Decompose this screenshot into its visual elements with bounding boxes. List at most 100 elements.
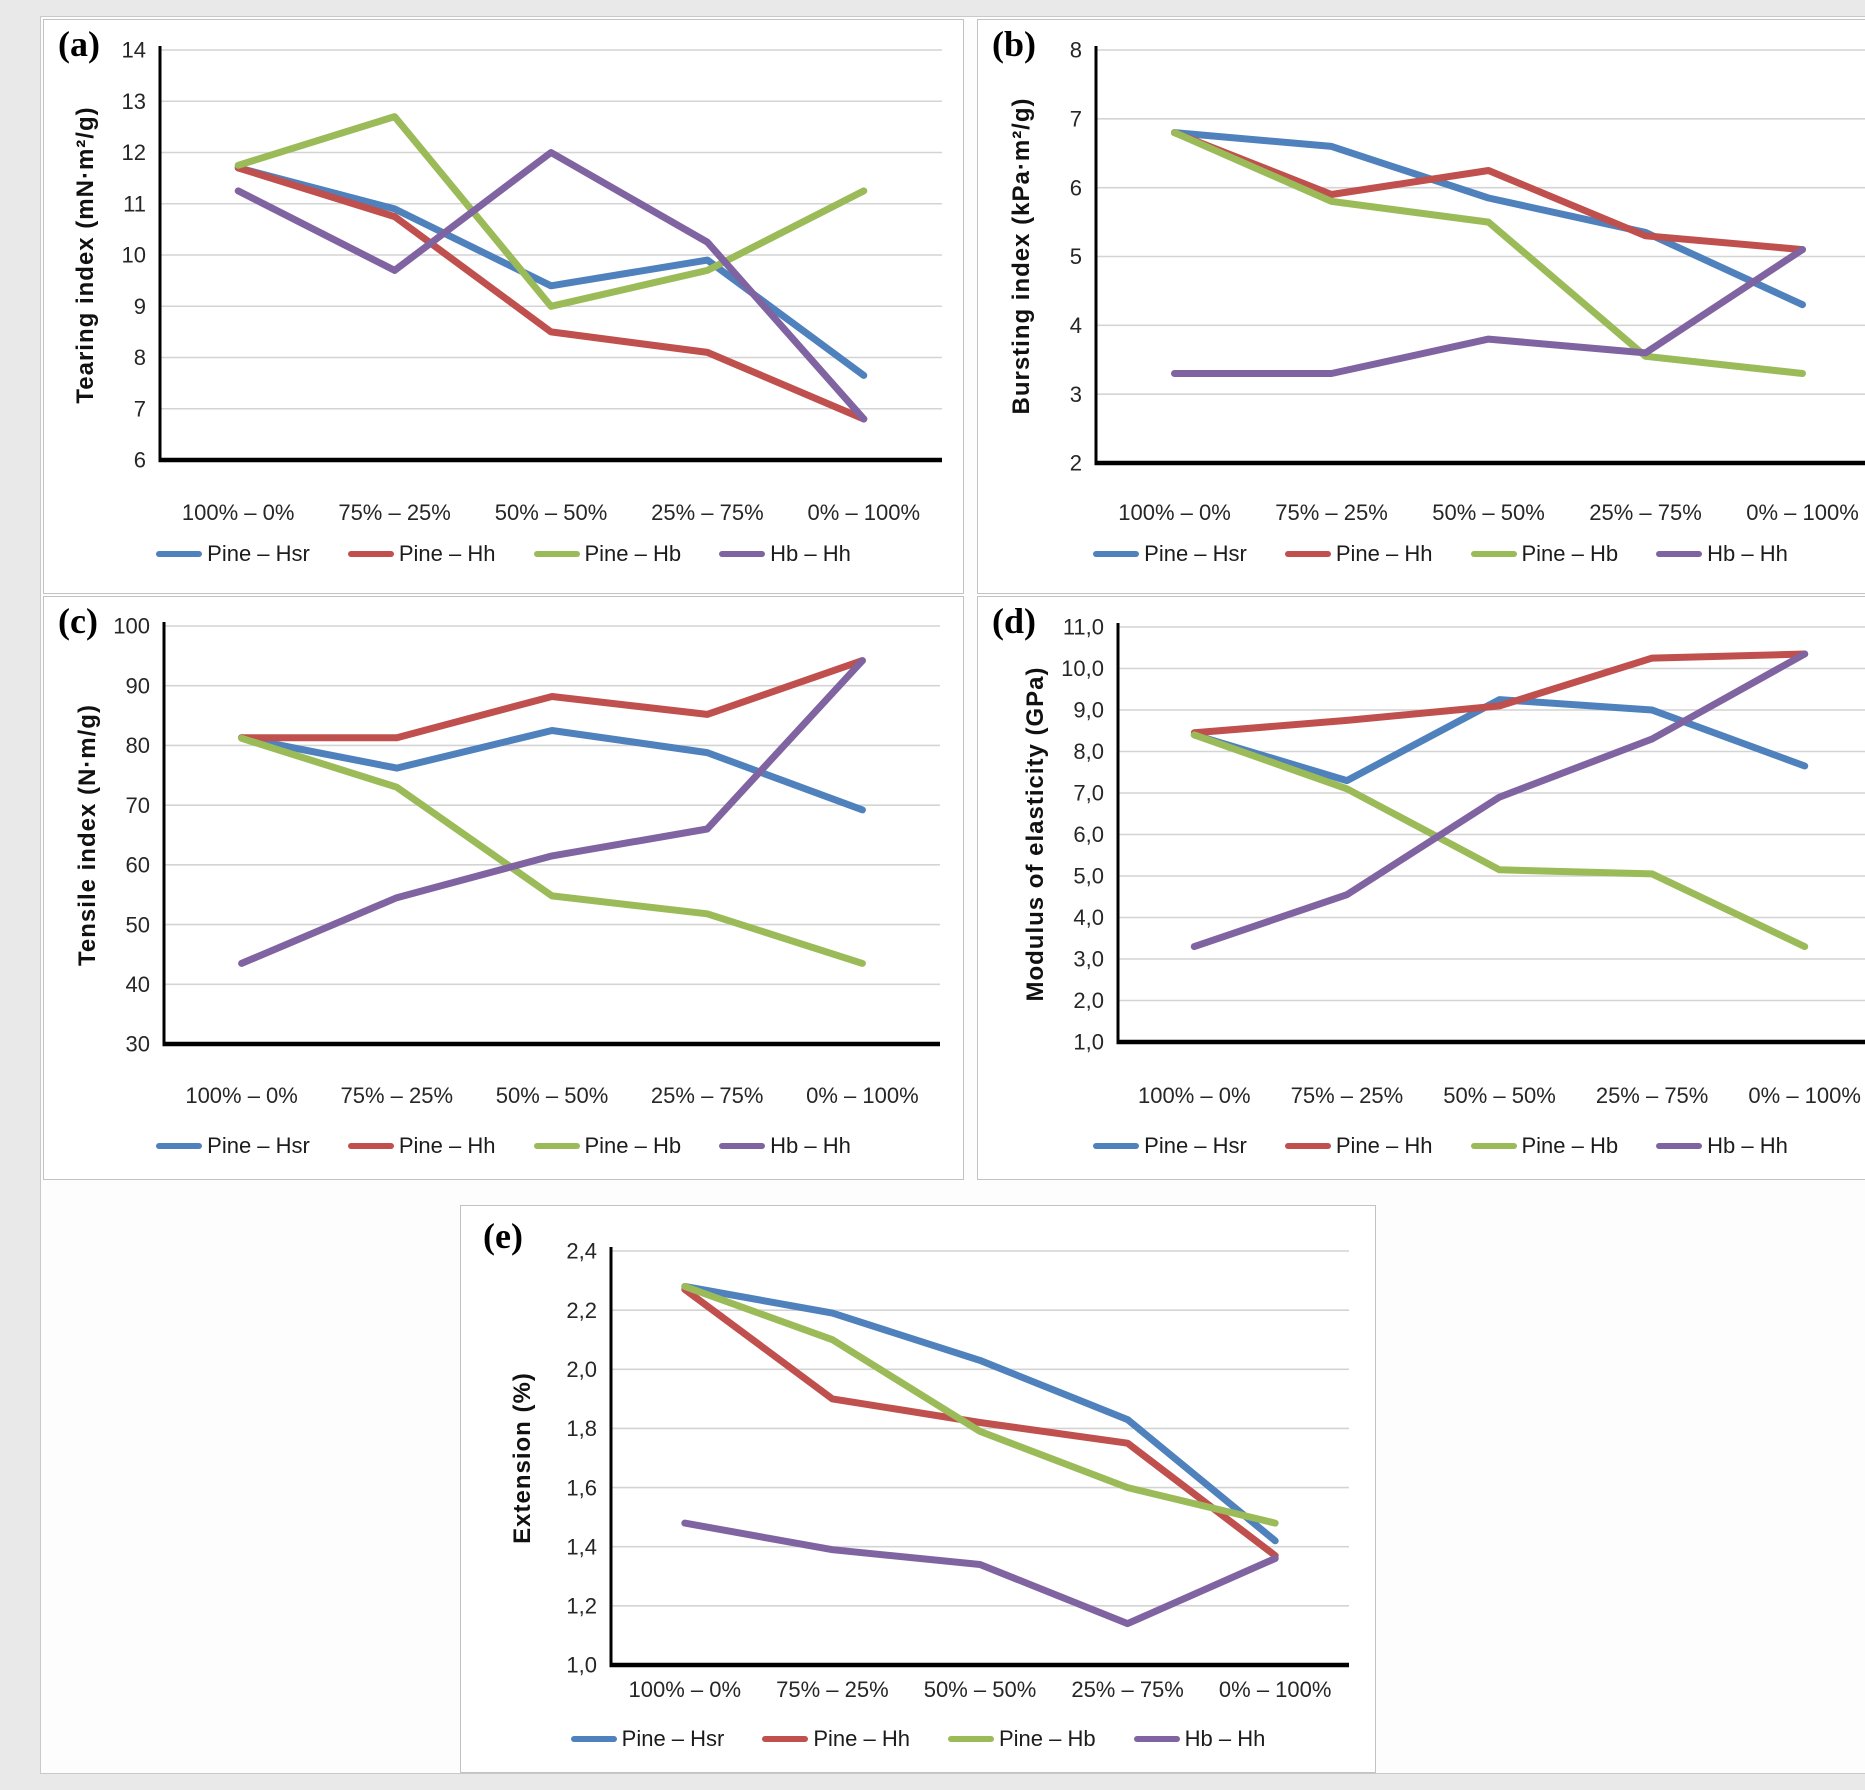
legend-item: Pine – Hb (533, 1133, 682, 1159)
legend-item: Pine – Hh (347, 1133, 496, 1159)
y-tick-label: 4,0 (1073, 905, 1104, 930)
y-tick-label: 5 (1070, 244, 1082, 269)
legend-label: Pine – Hsr (1144, 1133, 1247, 1158)
x-tick-label: 75% – 25% (1291, 1083, 1404, 1108)
legend-item: Hb – Hh (719, 1133, 851, 1159)
y-tick-label: 5,0 (1073, 864, 1104, 889)
y-tick-label: 7 (1070, 107, 1082, 132)
legend-swatch-line (1470, 551, 1517, 557)
y-tick-label: 11,0 (1063, 615, 1104, 640)
legend-label: Pine – Hh (398, 1133, 496, 1158)
series-line (1190, 731, 1809, 951)
plot-area-bursting-index: 2 3 4 5 6 7 8 100% – 0% 75% – 25% 50% – 50% 25% – … (1070, 38, 1865, 525)
y-tick-label: 12 (122, 140, 146, 165)
y-tick-label: 6 (1070, 175, 1082, 200)
y-tick-label: 1,0 (566, 1653, 597, 1678)
legend-label: Pine – Hb (1521, 1133, 1619, 1158)
legend-label: Hb – Hh (1184, 1726, 1266, 1751)
series-line (238, 734, 866, 967)
y-tick-label: 50 (126, 912, 150, 937)
y-tick-label: 6,0 (1073, 822, 1104, 847)
legend-b: Pine – Hsr Pine – Hh Pine – Hb Hb – Hh (978, 541, 1865, 567)
legend-swatch-line (1093, 1143, 1140, 1149)
legend-item: Pine – Hsr (156, 1133, 310, 1159)
x-tick-label: 25% – 75% (1071, 1677, 1184, 1702)
series-line (1190, 650, 1809, 951)
series-line (681, 1519, 1279, 1628)
chart-panel-d: (d) Modulus of elasticity (GPa) 1,0 2,0 3,… (977, 596, 1865, 1180)
legend-swatch-line (533, 551, 580, 557)
legend-item: Pine – Hh (347, 541, 496, 567)
legend-swatch-line (762, 1736, 809, 1742)
legend-label: Pine – Hsr (1144, 541, 1247, 566)
legend-swatch-line (156, 1143, 203, 1149)
series-line (1171, 129, 1806, 254)
legend-item: Pine – Hsr (570, 1726, 725, 1752)
x-tick-label: 25% – 75% (651, 1083, 764, 1108)
legend-item: Hb – Hh (1656, 541, 1788, 567)
y-tick-label: 1,6 (566, 1475, 597, 1500)
x-tick-label: 100% – 0% (185, 1083, 298, 1108)
legend-item: Hb – Hh (1656, 1133, 1788, 1159)
y-tick-label: 9 (134, 294, 146, 319)
legend-item: Pine – Hsr (1093, 1133, 1247, 1159)
x-tick-label: 50% – 50% (1443, 1083, 1556, 1108)
y-tick-label: 8 (1070, 38, 1082, 63)
legend-swatch-line (1656, 1143, 1703, 1149)
y-tick-label: 7 (134, 396, 146, 421)
panel-label-a: (a) (58, 24, 100, 64)
legend-label: Pine – Hsr (621, 1726, 725, 1751)
legend-swatch-line (1470, 1143, 1517, 1149)
y-tick-label: 2,0 (566, 1357, 597, 1382)
legend-item: Pine – Hh (1284, 541, 1433, 567)
y-tick-label: 2,2 (566, 1298, 597, 1323)
legend-item: Hb – Hh (1133, 1726, 1266, 1752)
series-line (1171, 129, 1806, 309)
x-tick-label: 75% – 25% (1275, 500, 1388, 525)
legend-swatch-line (347, 551, 394, 557)
legend-swatch-line (1656, 551, 1703, 557)
legend-item: Pine – Hsr (156, 541, 310, 567)
panel-label-d: (d) (992, 601, 1036, 641)
x-tick-label: 25% – 75% (651, 500, 764, 525)
panel-label-c: (c) (58, 601, 98, 641)
series-line (1171, 129, 1806, 377)
legend-item: Hb – Hh (719, 541, 851, 567)
x-tick-label: 0% – 100% (1748, 1083, 1861, 1108)
legend-c: Pine – Hsr Pine – Hh Pine – Hb Hb – Hh (44, 1133, 963, 1159)
y-tick-label: 3,0 (1073, 947, 1104, 972)
plot-area-modulus-of-elasticity: 1,0 2,0 3,0 4,0 5,0 6,0 7,0 8,0 9,0 10,0 11,0 100% … (1061, 615, 1865, 1108)
y-tick-label: 14 (122, 38, 146, 63)
plot-area-tensile-index: 30 40 50 60 70 80 90 100 100% – 0% 75% – 25% 50% –… (113, 614, 940, 1108)
series-line (1190, 650, 1809, 737)
legend-label: Hb – Hh (1707, 1133, 1788, 1158)
series-line (681, 1285, 1279, 1560)
y-tick-label: 1,2 (566, 1594, 597, 1619)
x-tick-label: 75% – 25% (338, 500, 451, 525)
chart-panel-c: (c) Tensile index (N·m/g) 30 40 50 60 70 80 90… (43, 596, 964, 1180)
x-tick-label: 50% – 50% (1432, 500, 1545, 525)
legend-label: Pine – Hb (999, 1726, 1096, 1751)
legend-swatch-line (1284, 551, 1331, 557)
series-line (234, 149, 868, 423)
y-tick-label: 13 (122, 89, 146, 114)
legend-item: Pine – Hh (762, 1726, 910, 1752)
x-tick-label: 50% – 50% (924, 1677, 1037, 1702)
chart-panel-e: (e) Extension (%) 1,0 1,2 1,4 1,6 1,8 2,0 2,2 2… (460, 1205, 1376, 1773)
panel-label-b: (b) (992, 24, 1036, 64)
legend-label: Hb – Hh (770, 541, 851, 566)
series-line (238, 657, 866, 742)
chart-panel-a: (a) Tearing index (mN·m²/g) 6 7 8 9 10 11 12 13… (43, 19, 964, 594)
series-line (238, 657, 866, 967)
legend-label: Hb – Hh (1707, 541, 1788, 566)
series-line (234, 164, 868, 423)
legend-label: Pine – Hb (584, 1133, 682, 1158)
legend-label: Pine – Hh (1335, 1133, 1433, 1158)
legend-e: Pine – Hsr Pine – Hh Pine – Hb Hb – Hh (461, 1726, 1375, 1752)
legend-label: Pine – Hsr (207, 541, 310, 566)
x-tick-label: 50% – 50% (496, 1083, 609, 1108)
x-tick-label: 25% – 75% (1596, 1083, 1709, 1108)
legend-label: Pine – Hh (1335, 541, 1433, 566)
legend-label: Pine – Hb (1521, 541, 1619, 566)
legend-item: Pine – Hb (1470, 541, 1619, 567)
